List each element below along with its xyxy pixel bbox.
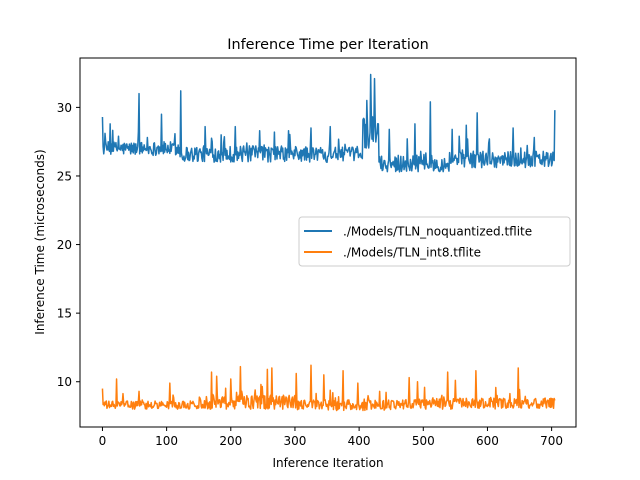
legend: ./Models/TLN_noquantized.tflite ./Models… xyxy=(298,216,571,267)
x-tick-label: 500 xyxy=(412,434,435,448)
axes-frame xyxy=(79,57,577,428)
x-tick-label: 100 xyxy=(155,434,178,448)
x-axis: 0 100 200 300 400 500 600 700 xyxy=(99,427,563,448)
series-line-int8 xyxy=(101,364,556,412)
plot-area xyxy=(79,57,577,428)
x-tick-label: 600 xyxy=(476,434,499,448)
x-axis-label: Inference Iteration xyxy=(272,456,383,470)
y-axis: 10 15 20 25 30 xyxy=(57,101,80,389)
y-tick-label: 10 xyxy=(57,375,72,389)
legend-box xyxy=(298,216,571,267)
x-tick-label: 0 xyxy=(99,434,107,448)
series-line-noquantized xyxy=(101,73,556,173)
chart-title: Inference Time per Iteration xyxy=(227,37,429,53)
x-tick-label: 400 xyxy=(348,434,371,448)
x-tick-label: 200 xyxy=(219,434,242,448)
x-tick-label: 700 xyxy=(540,434,563,448)
series-layer xyxy=(101,73,556,412)
y-tick-label: 25 xyxy=(57,169,72,183)
y-tick-label: 30 xyxy=(57,101,72,115)
y-tick-label: 20 xyxy=(57,238,72,252)
y-axis-label: Inference Time (microseconds) xyxy=(33,149,47,334)
legend-label-noquantized: ./Models/TLN_noquantized.tflite xyxy=(343,225,532,239)
legend-label-int8: ./Models/TLN_int8.tflite xyxy=(343,246,481,260)
y-tick-label: 15 xyxy=(57,307,72,321)
x-tick-label: 300 xyxy=(284,434,307,448)
